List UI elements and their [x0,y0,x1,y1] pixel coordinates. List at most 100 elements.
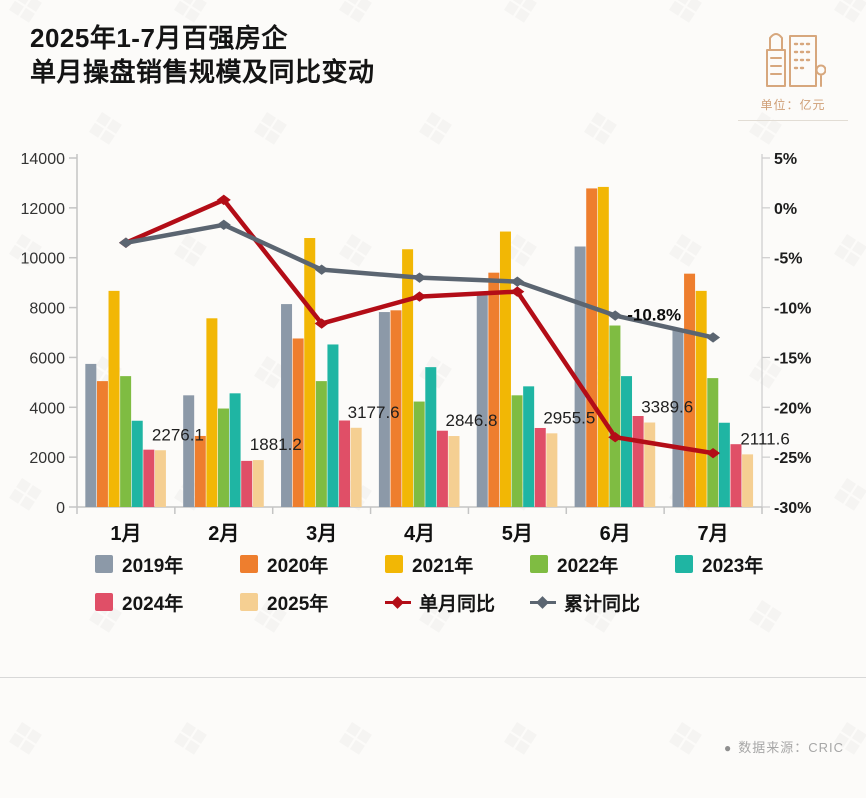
month-label: 6月 [600,523,631,545]
bar-2021年-4月 [402,249,414,507]
legend-item-2022年: 2022年 [530,551,675,577]
bar-2021年-5月 [499,231,511,507]
bar-value-label: 3389.6 [641,398,693,417]
bar-2019年-2月 [183,395,195,507]
marker-单月同比-7月 [706,447,721,459]
unit-label: 单位：亿元 [760,98,826,112]
bottom-divider [0,677,866,678]
bar-2019年-1月 [85,363,97,507]
left-axis-label: 2000 [29,450,65,467]
legend-label: 累计同比 [564,593,641,615]
bar-2023年-1月 [131,420,143,507]
marker-单月同比-6月 [608,432,623,443]
left-axis-label: 6000 [29,350,65,367]
unit-divider [738,120,848,121]
left-axis-label: 12000 [21,201,66,218]
bar-2024年-2月 [241,460,253,507]
source-text: 数据来源：CRIC [738,740,844,755]
right-axis-label: -10% [774,301,811,318]
legend-item-2024年: 2024年 [95,589,240,615]
bar-2021年-3月 [304,238,316,507]
bar-2023年-5月 [523,386,535,507]
bar-2022年-1月 [120,376,132,507]
bar-2025年-2月 [252,460,264,507]
bar-value-label: 1881.2 [250,435,302,454]
right-axis-label: -5% [774,251,802,268]
bar-2024年-4月 [436,430,448,507]
bar-2022年-5月 [511,395,523,507]
bar-2022年-7月 [707,378,719,507]
bar-2024年-5月 [534,427,546,507]
page-title: 2025年1-7月百强房企 单月操盘销售规模及同比变动 [30,22,375,90]
bullet-icon: ● [723,741,733,755]
marker-累计同比-4月 [412,272,427,283]
bar-2022年-3月 [315,381,327,507]
legend-item-累计同比: 累计同比 [530,589,675,615]
legend-label: 单月同比 [419,593,496,615]
right-axis-label: 0% [774,201,797,218]
marker-累计同比-6月 [608,310,623,321]
marker-单月同比-3月 [314,318,329,329]
bar-2019年-7月 [672,329,684,507]
bar-2020年-6月 [586,188,598,508]
bar-2019年-3月 [281,304,293,507]
legend-swatch-icon [240,593,258,611]
left-axis-label: 14000 [21,151,66,168]
bar-2025年-5月 [546,433,558,507]
bar-value-label: 2846.8 [446,411,498,430]
title-line-2: 单月操盘销售规模及同比变动 [30,56,375,87]
legend-swatch-icon [95,555,113,573]
bar-2025年-4月 [448,436,460,507]
bar-2023年-4月 [425,367,437,507]
bar-2023年-6月 [621,376,633,507]
month-label: 1月 [110,523,141,545]
marker-累计同比-7月 [706,332,721,343]
legend-label: 2025年 [267,593,329,615]
right-axis-label: -15% [774,350,811,367]
bar-2024年-7月 [730,444,742,507]
legend-label: 2022年 [557,555,619,577]
bar-2024年-1月 [143,449,155,507]
bar-2022年-2月 [217,408,229,507]
legend-line-diamond [536,595,549,609]
legend-line-icon [385,593,411,611]
legend-item-2020年: 2020年 [240,551,385,577]
left-axis-label: 4000 [29,400,65,417]
bar-2021年-2月 [206,318,218,507]
legend-swatch-icon [385,555,403,573]
bar-2020年-2月 [194,435,206,507]
marker-累计同比-3月 [314,264,329,275]
bar-2020年-1月 [96,381,108,507]
left-axis-label: 0 [56,500,65,517]
bar-value-label: 2111.6 [740,429,789,448]
legend-swatch-icon [530,555,548,573]
legend-swatch-icon [675,555,693,573]
legend-item-2021年: 2021年 [385,551,530,577]
buildings-icon [766,33,826,87]
bar-2024年-6月 [632,416,644,507]
sales-chart: 0 2000 4000 6000 8000 10000 12000 14000 5% 0% -5% -… [21,151,812,545]
bar-2025年-1月 [154,450,166,507]
legend-label: 2020年 [267,555,329,577]
marker-单月同比-4月 [412,291,427,302]
right-axis-label: -30% [774,500,811,517]
bar-value-label: 2955.5 [543,408,595,427]
title-line-1: 2025年1-7月百强房企 [30,23,288,53]
bar-2021年-1月 [108,290,120,507]
legend-label: 2024年 [122,593,184,615]
marker-单月同比-5月 [510,286,525,297]
bar-2020年-4月 [390,310,402,507]
legend-swatch-icon [95,593,113,611]
bar-2021年-6月 [597,186,609,507]
bar-2021年-7月 [695,290,707,507]
month-label: 2月 [208,523,239,545]
bar-2022年-4月 [413,401,425,507]
bar-2023年-7月 [718,422,730,507]
month-label: 7月 [698,523,729,545]
right-axis-label: 5% [774,151,797,168]
legend-item-2023年: 2023年 [675,551,820,577]
line-annotation: -10.8% [627,306,681,325]
bar-value-label: 3177.6 [348,403,400,422]
legend-label: 2021年 [412,555,474,577]
